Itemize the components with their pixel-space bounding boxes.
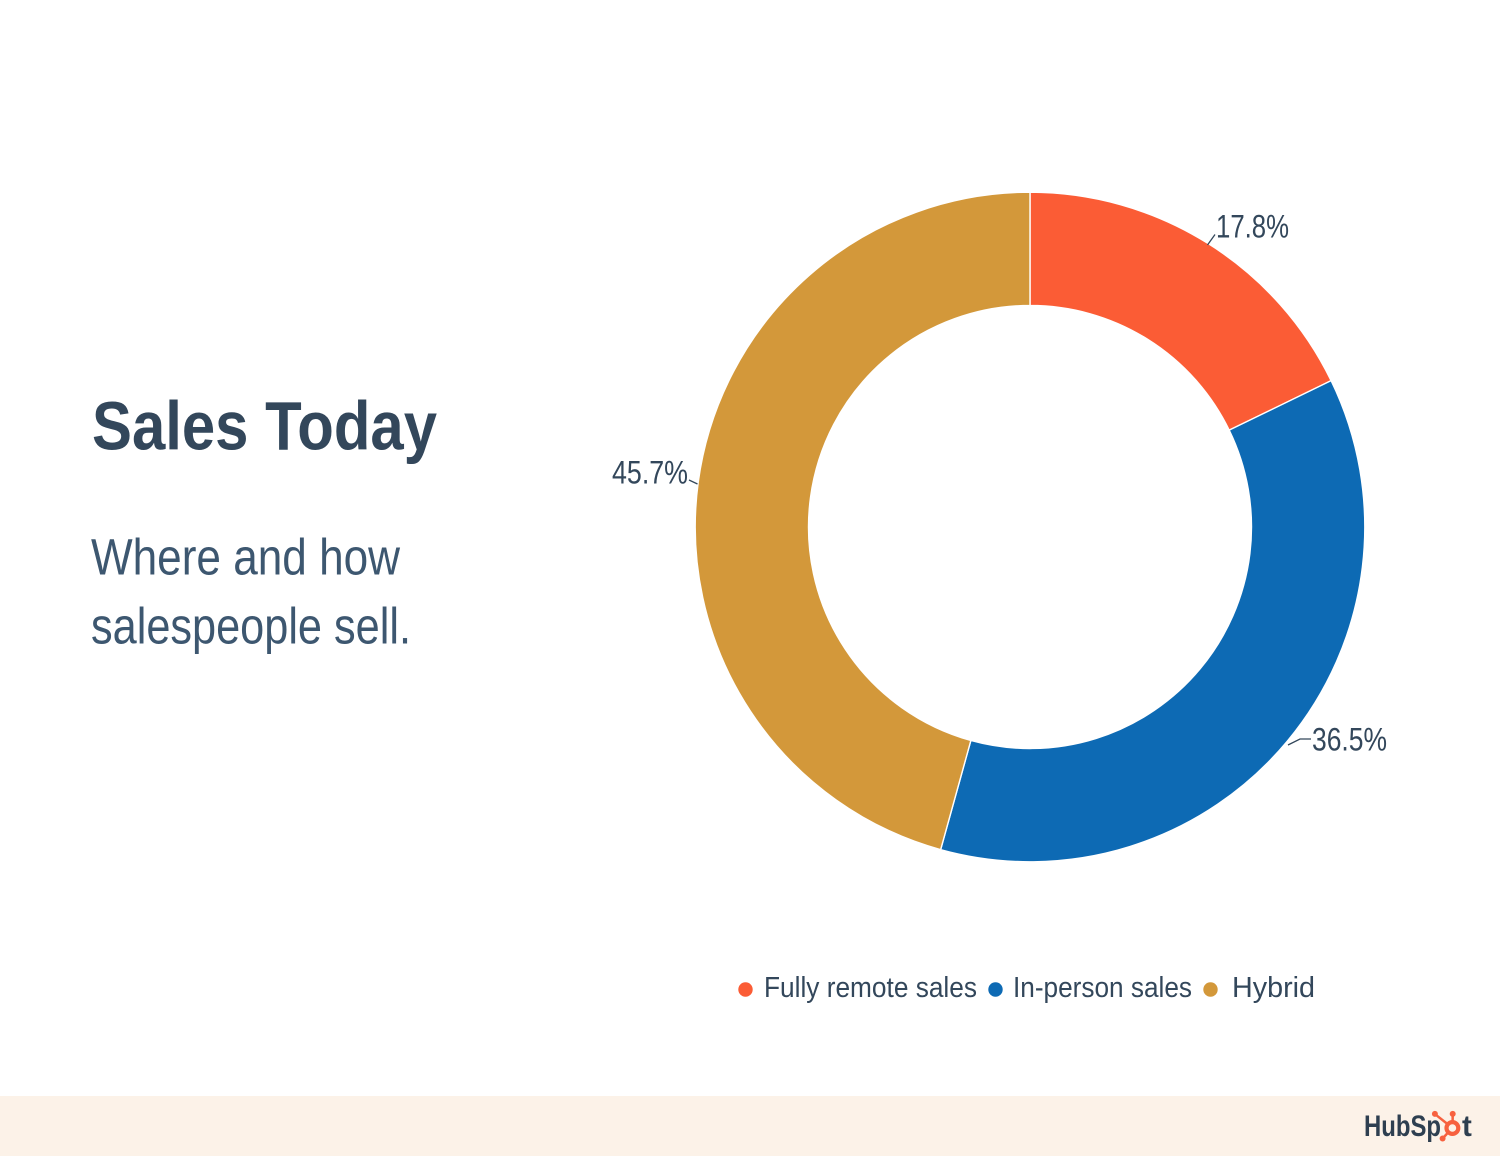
svg-text:t: t bbox=[1462, 1110, 1472, 1143]
svg-text:45.7%: 45.7% bbox=[612, 455, 688, 491]
svg-text:Sales Today: Sales Today bbox=[92, 388, 437, 465]
svg-text:salespeople sell.: salespeople sell. bbox=[91, 598, 411, 655]
svg-text:Fully remote sales: Fully remote sales bbox=[764, 972, 977, 1004]
svg-text:HubSp: HubSp bbox=[1364, 1110, 1441, 1143]
svg-text:Where and how: Where and how bbox=[91, 529, 400, 586]
svg-text:17.8%: 17.8% bbox=[1216, 209, 1289, 245]
svg-text:Hybrid: Hybrid bbox=[1232, 972, 1315, 1004]
svg-text:In-person sales: In-person sales bbox=[1013, 972, 1192, 1004]
svg-text:36.5%: 36.5% bbox=[1312, 722, 1387, 758]
